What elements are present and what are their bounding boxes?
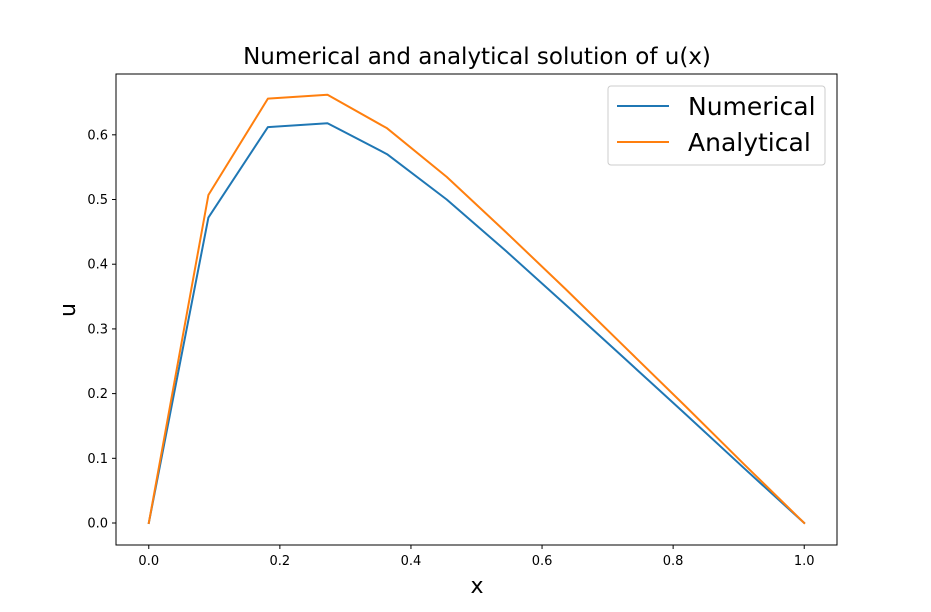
legend-label-numerical: Numerical (688, 92, 816, 121)
chart-title: Numerical and analytical solution of u(x… (243, 44, 711, 70)
x-tick-label: 0.0 (138, 554, 159, 569)
x-tick-label: 0.4 (401, 554, 422, 569)
plot-area-frame (115, 73, 838, 546)
series-line-numerical (147, 122, 806, 525)
y-tick-label: 0.5 (87, 193, 108, 208)
x-tick-label: 1.0 (794, 554, 815, 569)
y-tick-label: 0.0 (87, 517, 108, 532)
x-axis-label: x (470, 574, 483, 599)
x-tick-label: 0.6 (532, 554, 553, 569)
x-tick-label: 0.2 (270, 554, 291, 569)
axis-ticks: 0.0 0.2 0.4 0.6 0.8 1.0 0.0 0.1 0.2 0.3 0.4 0.5 0.6 (87, 128, 814, 569)
series-line-analytical (147, 93, 806, 525)
y-axis-label: u (56, 303, 81, 317)
y-tick-label: 0.1 (87, 452, 108, 467)
legend: Numerical Analytical (607, 85, 826, 166)
y-tick-label: 0.2 (87, 387, 108, 402)
y-tick-label: 0.6 (87, 128, 108, 143)
legend-label-analytical: Analytical (688, 128, 811, 157)
y-tick-label: 0.3 (87, 322, 108, 337)
series-lines (147, 93, 806, 525)
y-tick-label: 0.4 (87, 258, 108, 273)
x-tick-label: 0.8 (663, 554, 684, 569)
